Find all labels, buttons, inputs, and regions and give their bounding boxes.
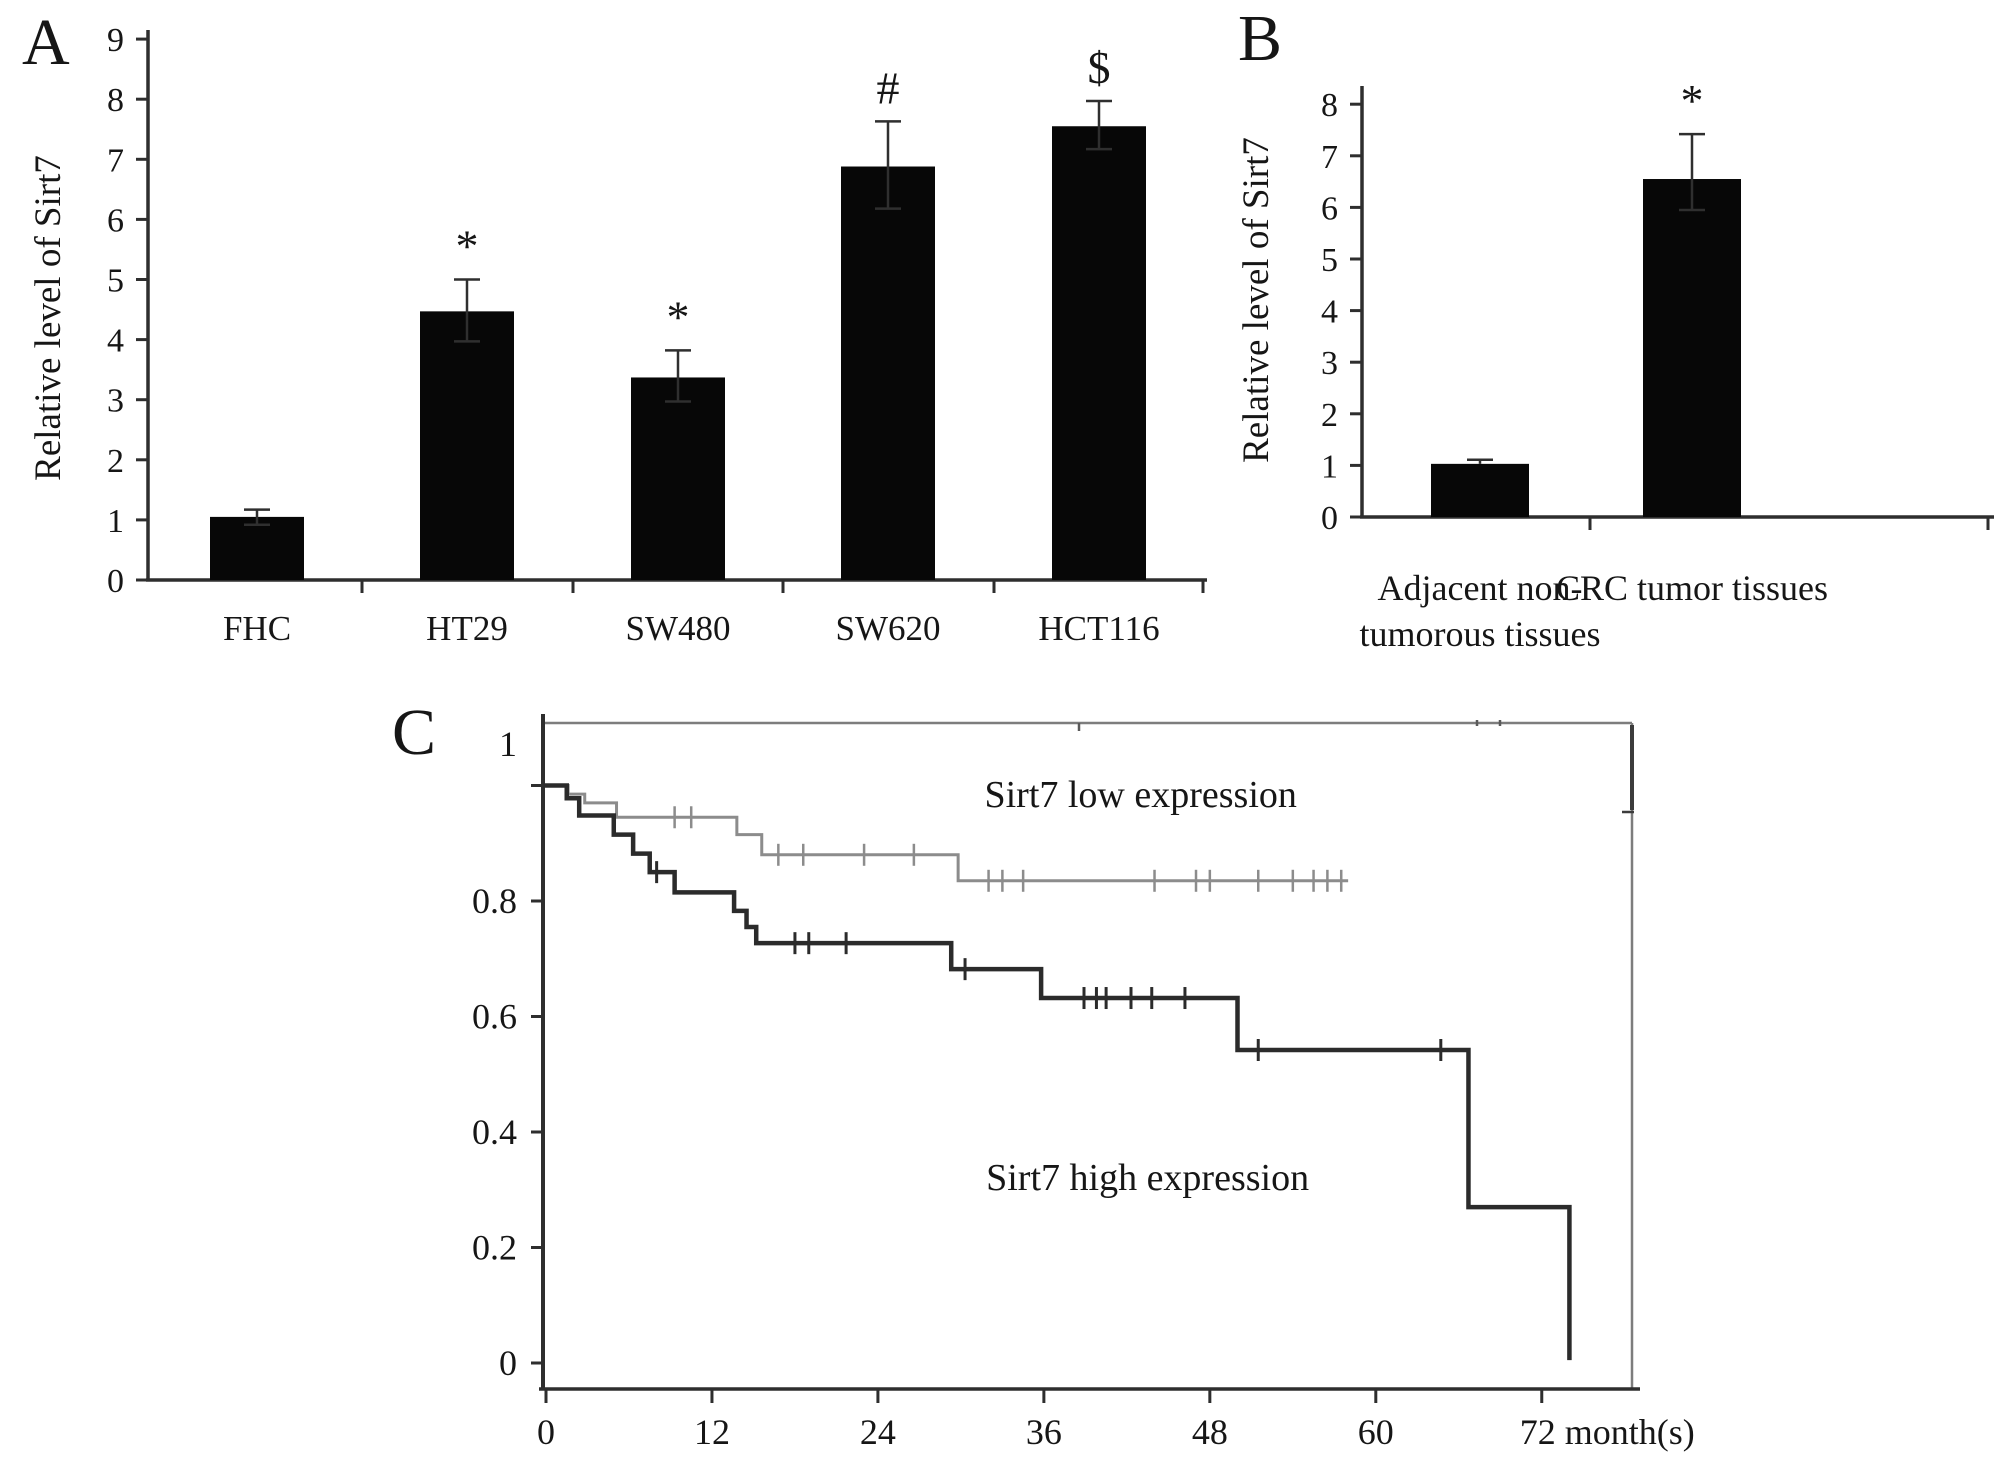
panel-a-ytick-label: 4	[107, 323, 124, 360]
panel-b-ytick-label: 0	[1321, 500, 1338, 537]
panel-b-ytick-label: 8	[1321, 87, 1338, 124]
panel-a-ytick-label: 6	[107, 202, 124, 239]
panel-b-ytick-label: 2	[1321, 397, 1338, 434]
panel-c-xtick-label: 0	[537, 1412, 555, 1452]
panel-b-ytick-label: 3	[1321, 345, 1338, 382]
panel-a-bar-sw620	[841, 166, 935, 580]
panel-a-category-label: SW620	[836, 609, 941, 648]
panel-c-xtick-label: 24	[860, 1412, 896, 1452]
panel-a-ytick-label: 0	[107, 563, 124, 600]
panel-c-xtick-label: 12	[694, 1412, 730, 1452]
panel-c: 0 0.2 0.4 0.6 0.8 1 0 12 24 36 48 60 72 month(s) Sirt…	[472, 714, 1695, 1452]
panel-a-bar-fhc	[210, 516, 304, 580]
panel-c-series-label-high: Sirt7 high expression	[986, 1157, 1309, 1199]
panel-a-ytick-label: 3	[107, 383, 124, 420]
panel-a-label: A	[22, 6, 70, 79]
panel-b-ytick-label: 4	[1321, 294, 1338, 331]
panel-b-category-label: CRC tumor tissues	[1556, 568, 1828, 608]
panel-a-significance-symbol: *	[667, 291, 690, 342]
panel-a-category-label: FHC	[223, 609, 291, 648]
panel-a-ytick-label: 5	[107, 263, 124, 300]
panel-a-significance-symbol: *	[456, 221, 479, 272]
panel-a-ytick-label: 2	[107, 443, 124, 480]
panel-a-significance-symbol: #	[877, 62, 900, 113]
panel-c-ytick-label: 1	[499, 724, 517, 764]
panel-c-ytick-label: 0.2	[472, 1228, 517, 1268]
panel-c-series-label-low: Sirt7 low expression	[984, 774, 1296, 816]
panel-c-ytick-label: 0.8	[472, 881, 517, 921]
panel-c-curve-high	[543, 783, 1572, 1361]
panel-a-ytick-label: 9	[107, 22, 124, 59]
panel-c-ytick-label: 0	[499, 1343, 517, 1383]
panel-a-y-title: Relative level of Sirt7	[28, 155, 69, 481]
panel-b-bar-adjacent-non-	[1431, 463, 1529, 517]
panel-a-category-label: HT29	[426, 609, 508, 648]
panel-c-xtick-label: 36	[1026, 1412, 1062, 1452]
panel-c-ytick-label: 0.6	[472, 997, 517, 1037]
panel-b-bar-crc-tumor-tissues	[1643, 179, 1741, 517]
panel-b-ytick-label: 7	[1321, 139, 1338, 176]
panel-b-category-label: tumorous tissues	[1359, 614, 1600, 654]
panel-a-bar-hct116	[1052, 126, 1146, 581]
panel-b-ytick-label: 1	[1321, 448, 1338, 485]
panel-a-ytick-label: 7	[107, 142, 124, 179]
panel-a-significance-symbol: $	[1088, 42, 1111, 93]
panel-c-xtick-label: 48	[1192, 1412, 1228, 1452]
panel-a-bar-sw480	[631, 377, 725, 580]
panel-b: 0 1 2 3 4 5 6 7 8 Relative level of Sirt7 Adjacent…	[1236, 75, 1994, 654]
panel-b-ytick-label: 5	[1321, 242, 1338, 279]
panel-b-ytick-label: 6	[1321, 190, 1338, 227]
panel-c-xtick-label: 72 month(s)	[1520, 1412, 1695, 1452]
panel-c-xtick-label: 60	[1358, 1412, 1394, 1452]
panel-a-ytick-label: 1	[107, 503, 124, 540]
panel-b-y-title: Relative level of Sirt7	[1236, 137, 1277, 463]
panel-c-curve-low	[543, 784, 1349, 883]
panel-a-category-label: SW480	[626, 609, 731, 648]
panel-c-ytick-label: 0.4	[472, 1112, 517, 1152]
panel-a-ytick-label: 8	[107, 82, 124, 119]
panel-a-bar-ht29	[420, 311, 514, 580]
panel-b-significance-symbol: *	[1681, 75, 1704, 126]
panel-b-category-label: Adjacent non-	[1378, 568, 1583, 608]
panel-a: 0 1 2 3 4 5 6 7 8 9 Relative level of Sirt7 FHC * HT2…	[28, 22, 1207, 648]
panel-a-category-label: HCT116	[1038, 609, 1159, 648]
panel-c-label: C	[392, 696, 437, 769]
panel-b-label: B	[1238, 2, 1283, 75]
